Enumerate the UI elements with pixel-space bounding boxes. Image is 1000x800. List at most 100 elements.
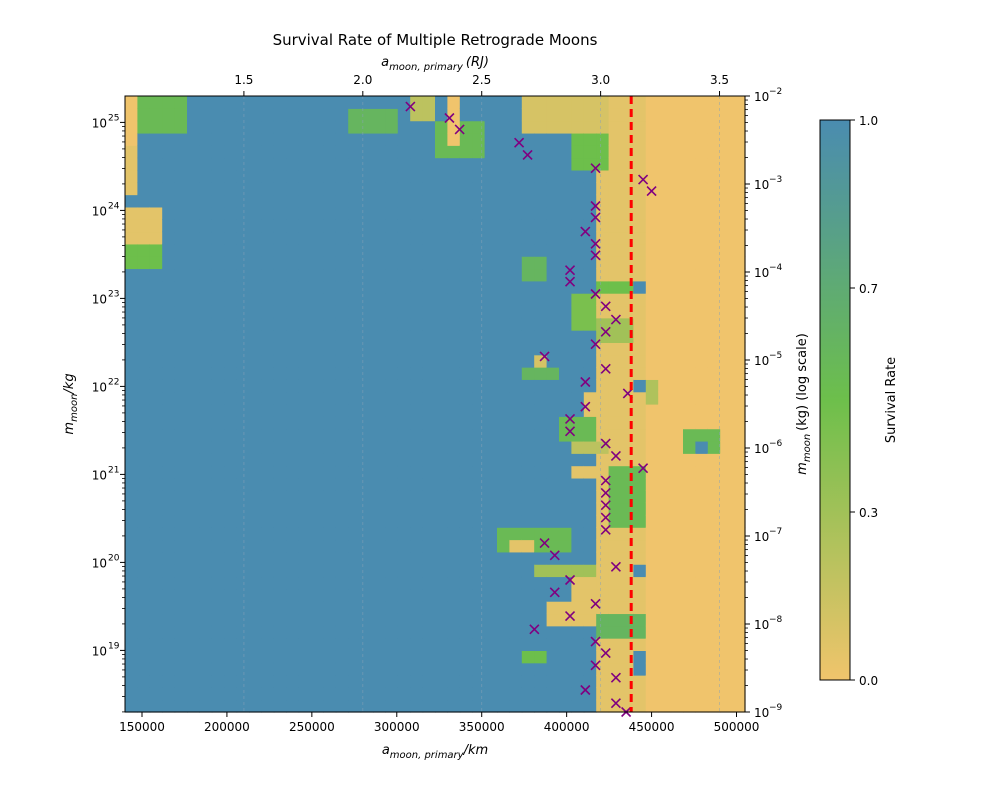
heatmap-cell (422, 551, 436, 565)
heatmap-cell (608, 416, 622, 430)
heatmap-cell (125, 490, 138, 504)
heatmap-cell (546, 194, 560, 208)
heatmap-cell (435, 638, 448, 651)
heatmap-cell (670, 576, 684, 590)
heatmap-cell (670, 120, 684, 134)
heatmap-cell (211, 699, 225, 713)
heatmap-cell (571, 662, 585, 676)
heatmap-cell (472, 514, 486, 528)
heatmap-cell (385, 157, 399, 171)
heatmap-cell (707, 477, 721, 491)
heatmap-cell (707, 440, 721, 454)
heatmap-cell (199, 317, 213, 331)
heatmap-cell (323, 477, 337, 491)
heatmap-cell (509, 490, 523, 504)
heatmap-cell (521, 256, 535, 270)
heatmap-cell (459, 194, 473, 208)
heatmap-cell (298, 317, 312, 331)
right-tick-label: 10 (754, 90, 769, 104)
heatmap-cell (360, 527, 374, 541)
heatmap-cell (670, 539, 684, 553)
heatmap-cell (645, 317, 659, 331)
colorbar (819, 119, 851, 681)
heatmap-cell (286, 440, 300, 454)
heatmap-cell (335, 354, 349, 368)
heatmap-cell (174, 145, 188, 159)
heatmap-cell (497, 428, 510, 442)
heatmap-cell (546, 256, 560, 270)
heatmap-cell (670, 169, 684, 183)
heatmap-cell (385, 182, 399, 196)
marker-x (610, 314, 621, 325)
heatmap-cell (695, 317, 709, 331)
heatmap-cell (373, 182, 386, 196)
heatmap-cell (683, 367, 696, 380)
heatmap-cell (720, 194, 734, 208)
heatmap-cell (236, 379, 250, 393)
heatmap-cell (335, 342, 349, 356)
heatmap-cell (720, 613, 734, 627)
heatmap-cell (187, 145, 200, 159)
heatmap-cell (546, 453, 560, 467)
heatmap-cell (187, 132, 200, 146)
heatmap-cell (224, 416, 238, 430)
heatmap-cell (472, 243, 486, 257)
heatmap-cell (224, 231, 238, 245)
heatmap-cell (311, 527, 324, 541)
heatmap-cell (534, 699, 548, 713)
marker-x (600, 438, 611, 449)
heatmap-cell (608, 219, 622, 233)
heatmap-cell (596, 317, 610, 331)
marker-x (539, 537, 550, 549)
heatmap-cell (360, 219, 374, 233)
heatmap-cell (410, 514, 424, 528)
heatmap-cell (683, 477, 696, 491)
marker-x (600, 524, 611, 535)
heatmap-cell (596, 662, 610, 676)
heatmap-cell (137, 157, 151, 171)
heatmap-cell (323, 588, 337, 602)
heatmap-cell (732, 440, 746, 454)
heatmap-cell (348, 256, 362, 270)
heatmap-cell (583, 367, 597, 380)
heatmap-cell (670, 490, 684, 504)
heatmap-cell (422, 416, 436, 430)
heatmap-cell (335, 502, 349, 516)
heatmap-cell (497, 379, 510, 393)
heatmap-cell (459, 206, 473, 220)
heatmap-cell (732, 416, 746, 430)
heatmap-cell (249, 601, 262, 615)
heatmap-cell (187, 477, 200, 491)
heatmap-cell (311, 428, 324, 442)
heatmap-cell (286, 379, 300, 393)
heatmap-cell (509, 169, 523, 183)
heatmap-cell (497, 367, 510, 380)
heatmap-cell (720, 662, 734, 676)
heatmap-cell (323, 687, 337, 701)
heatmap-cell (273, 379, 287, 393)
heatmap-cell (286, 317, 300, 331)
heatmap-cell (373, 367, 386, 380)
heatmap-cell (534, 687, 548, 701)
heatmap-cell (149, 440, 163, 454)
heatmap-cell (596, 551, 610, 565)
heatmap-cell (335, 182, 349, 196)
heatmap-cell (385, 120, 399, 134)
heatmap-cell (125, 588, 138, 602)
heatmap-cell (497, 243, 510, 257)
heatmap-cell (534, 182, 548, 196)
heatmap-cell (335, 428, 349, 442)
heatmap-cell (149, 157, 163, 171)
heatmap-cell (261, 625, 275, 639)
heatmap-cell (149, 293, 163, 307)
heatmap-cell (373, 502, 386, 516)
heatmap-cell (658, 342, 672, 356)
marker-x (580, 684, 591, 696)
heatmap-cell (149, 428, 163, 442)
heatmap-cell (546, 650, 560, 664)
heatmap-cell (236, 539, 250, 553)
heatmap-cell (472, 206, 486, 220)
heatmap-cell (732, 613, 746, 627)
heatmap-cell (534, 465, 548, 479)
heatmap-cell (683, 206, 696, 220)
